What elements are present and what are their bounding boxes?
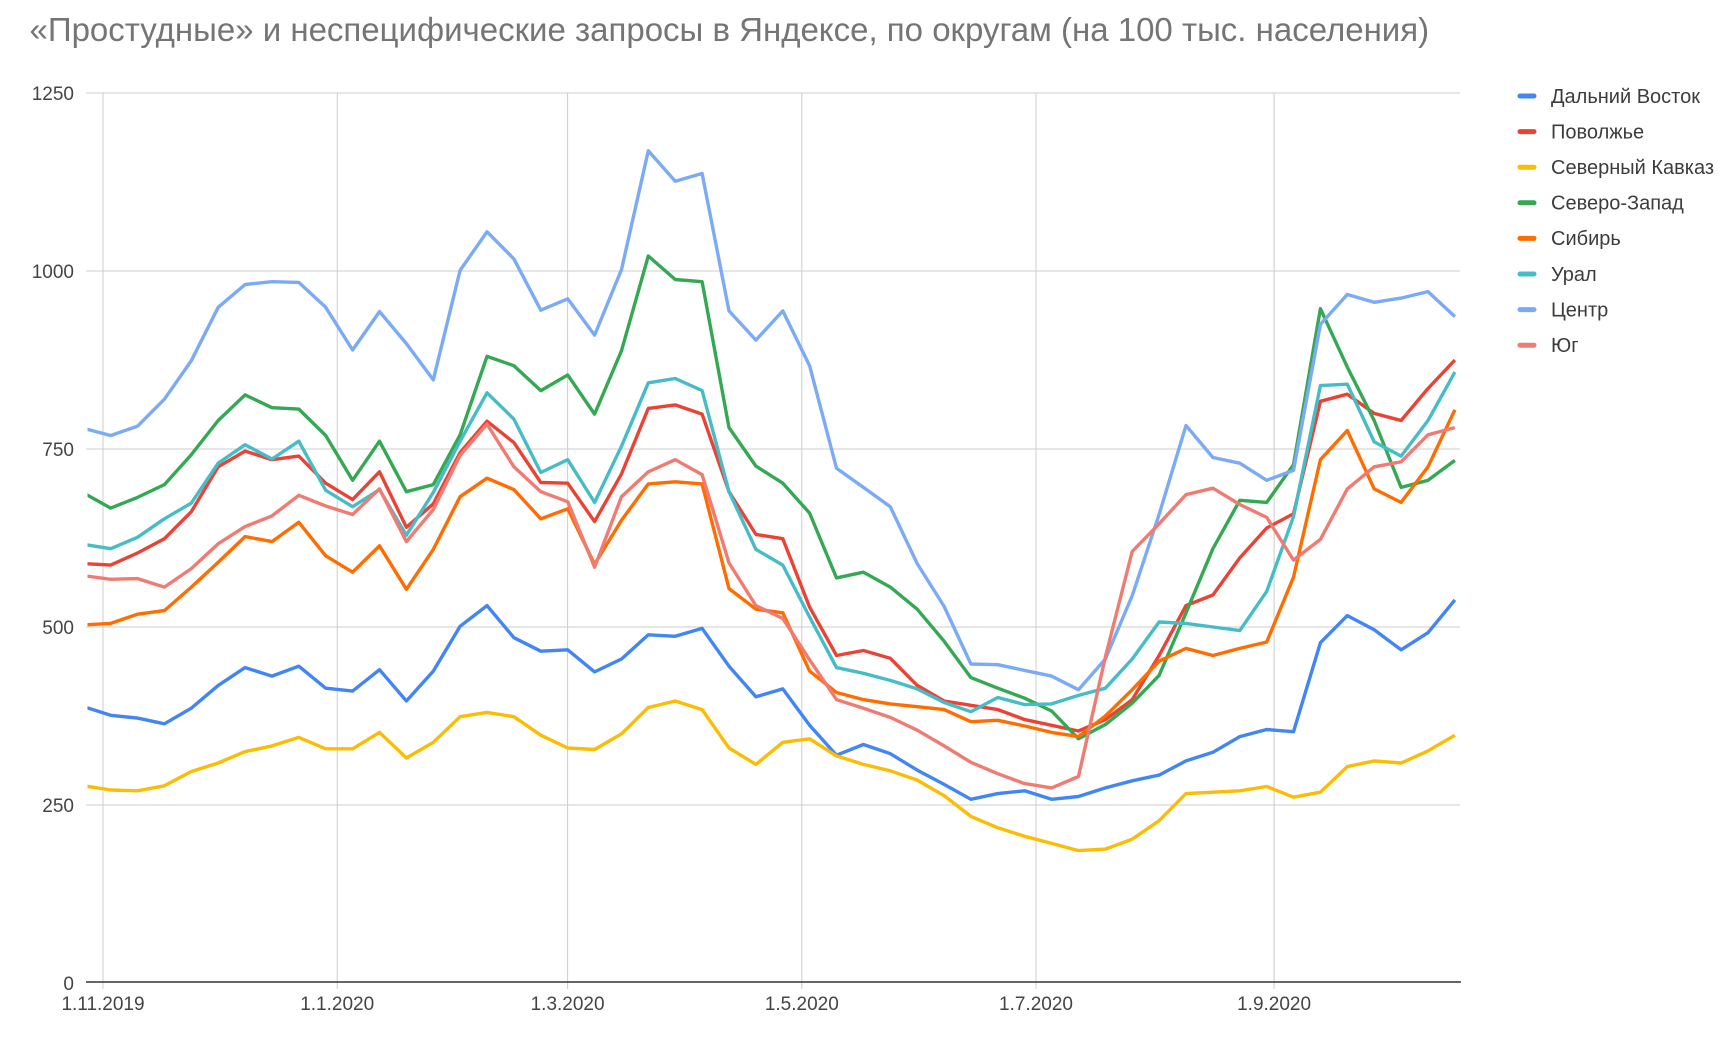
svg-text:Сибирь: Сибирь <box>1551 228 1621 250</box>
svg-text:750: 750 <box>42 440 74 461</box>
svg-text:Северо-Запад: Северо-Запад <box>1551 193 1684 215</box>
svg-text:Центр: Центр <box>1551 299 1608 321</box>
svg-text:Поволжье: Поволжье <box>1551 121 1644 143</box>
svg-text:1.9.2020: 1.9.2020 <box>1237 994 1311 1015</box>
svg-text:Урал: Урал <box>1551 264 1597 286</box>
svg-text:1.11.2019: 1.11.2019 <box>61 994 144 1015</box>
svg-text:Дальний Восток: Дальний Восток <box>1551 86 1700 108</box>
svg-text:Северный Кавказ: Северный Кавказ <box>1551 157 1714 179</box>
svg-text:1250: 1250 <box>32 84 74 105</box>
svg-text:1000: 1000 <box>32 262 74 283</box>
svg-text:250: 250 <box>42 796 74 817</box>
svg-text:1.5.2020: 1.5.2020 <box>765 994 839 1015</box>
svg-text:Юг: Юг <box>1551 335 1579 357</box>
svg-text:1.7.2020: 1.7.2020 <box>999 994 1073 1015</box>
svg-text:1.1.2020: 1.1.2020 <box>300 994 374 1015</box>
svg-text:500: 500 <box>42 618 74 639</box>
svg-text:0: 0 <box>63 974 74 995</box>
svg-text:1.3.2020: 1.3.2020 <box>531 994 605 1015</box>
svg-text:«Простудные» и неспецифические: «Простудные» и неспецифические запросы в… <box>30 11 1430 48</box>
